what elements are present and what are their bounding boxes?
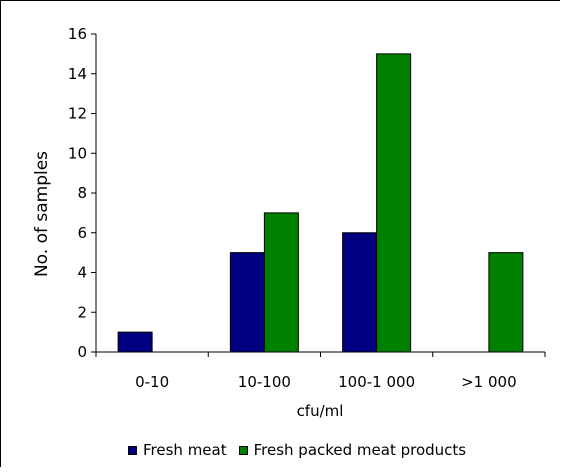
y-tick-label: 14 [68, 65, 87, 83]
x-category-label: 100-1 000 [338, 373, 415, 391]
legend: Fresh meat Fresh packed meat products [128, 440, 478, 460]
x-category-label: >1 000 [461, 373, 517, 391]
bar-fresh-packed-meat-products-1 [263, 212, 299, 353]
legend-label: Fresh packed meat products [253, 441, 467, 459]
x-category-label: 10-100 [238, 373, 291, 391]
legend-item: Fresh meat [128, 441, 227, 459]
y-tick-label: 0 [77, 343, 87, 361]
y-tick-label: 8 [77, 184, 87, 202]
legend-label: Fresh meat [143, 441, 227, 459]
y-tick-label: 2 [77, 303, 87, 321]
legend-swatch [128, 445, 137, 455]
y-tick-label: 4 [77, 264, 87, 282]
bar-fresh-packed-meat-products-3 [488, 252, 524, 353]
y-tick-label: 16 [68, 25, 87, 43]
bar-fresh-packed-meat-products-2 [376, 53, 412, 353]
y-axis-label: No. of samples [32, 151, 52, 277]
y-tick-label: 10 [68, 144, 87, 162]
bar-fresh-meat-1 [229, 252, 265, 353]
x-axis-label: cfu/ml [297, 402, 344, 420]
y-tick-label: 6 [77, 224, 87, 242]
bars [117, 53, 524, 353]
legend-item: Fresh packed meat products [238, 441, 467, 459]
bar-fresh-meat-2 [342, 232, 378, 353]
legend-swatch [238, 445, 248, 455]
x-category-label: 0-10 [135, 373, 169, 391]
y-axis-ticks: 0 2 4 6 8 10 12 14 16 [68, 25, 96, 361]
y-tick-label: 12 [68, 105, 87, 123]
bar-fresh-meat-0 [117, 331, 153, 353]
x-axis-ticks: 0-10 10-100 100-1 000 >1 000 [95, 352, 546, 391]
